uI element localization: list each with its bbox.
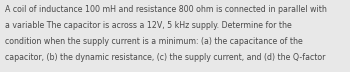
Text: A coil of inductance 100 mH and resistance 800 ohm is connected in parallel with: A coil of inductance 100 mH and resistan…	[5, 5, 327, 14]
Text: capacitor, (b) the dynamic resistance, (c) the supply current, and (d) the Q-fac: capacitor, (b) the dynamic resistance, (…	[5, 53, 326, 62]
Text: a variable The capacitor is across a 12V, 5 kHz supply. Determine for the: a variable The capacitor is across a 12V…	[5, 21, 292, 30]
Text: condition when the supply current is a minimum: (a) the capacitance of the: condition when the supply current is a m…	[5, 37, 303, 46]
